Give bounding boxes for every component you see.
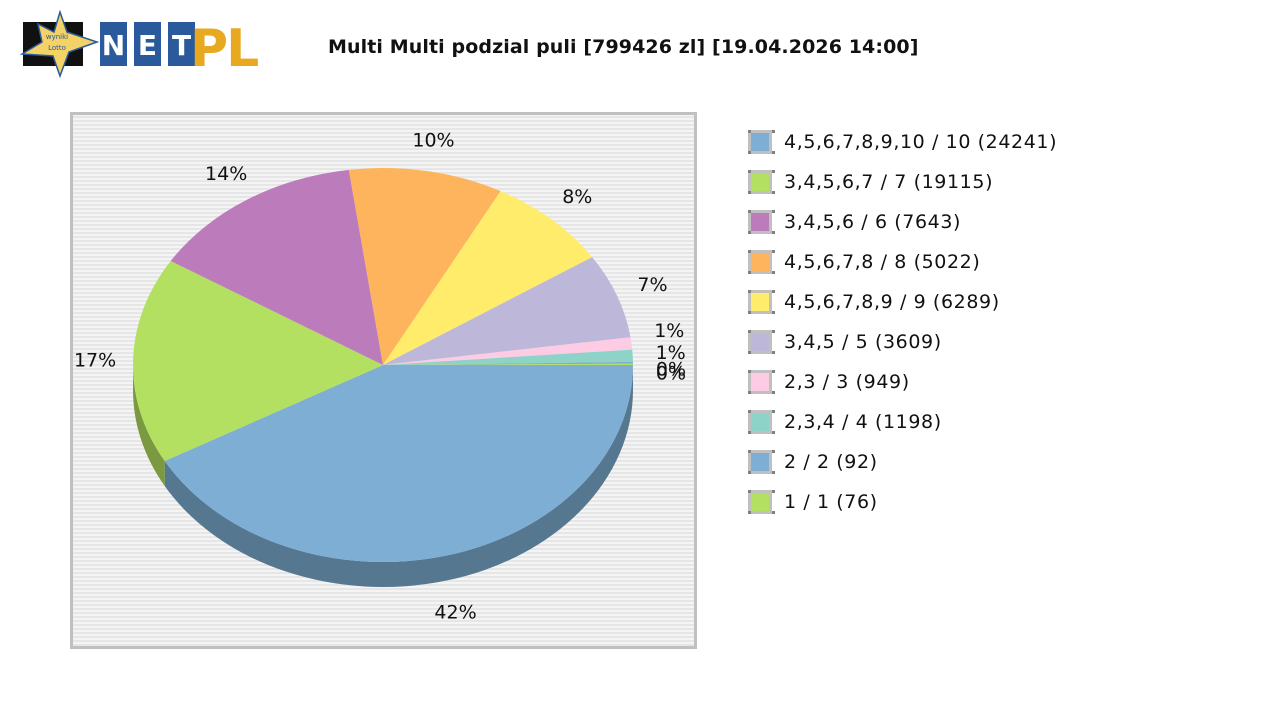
pie-slice[interactable] bbox=[383, 361, 633, 365]
pie-slice[interactable] bbox=[133, 260, 383, 462]
pie-percent-label: 1% bbox=[656, 342, 686, 364]
legend-swatch bbox=[748, 410, 772, 434]
legend-swatch bbox=[748, 290, 772, 314]
legend-swatch bbox=[748, 210, 772, 234]
legend-item: 3,4,5,6 / 6 (7643) bbox=[748, 202, 1057, 242]
pie-percent-label: 42% bbox=[434, 602, 476, 624]
legend-item: 4,5,6,7,8,9,10 / 10 (24241) bbox=[748, 122, 1057, 162]
plot-border-left bbox=[70, 112, 73, 649]
plot-border-bottom bbox=[70, 646, 697, 649]
pie-slice[interactable] bbox=[383, 257, 631, 365]
pie-percent-label: 7% bbox=[637, 274, 667, 296]
legend-label: 2,3 / 3 (949) bbox=[784, 371, 910, 393]
pie-slice[interactable] bbox=[170, 169, 383, 365]
legend-swatch bbox=[748, 490, 772, 514]
pie-percent-label: 8% bbox=[562, 186, 592, 208]
pie-slice[interactable] bbox=[164, 365, 634, 562]
pie-slice[interactable] bbox=[383, 337, 633, 365]
pie-slice[interactable] bbox=[383, 363, 633, 365]
plot-border-right bbox=[694, 112, 697, 649]
logo-n-box bbox=[100, 22, 127, 66]
pie-depth bbox=[133, 365, 634, 587]
legend-label: 2,3,4 / 4 (1198) bbox=[784, 411, 942, 433]
legend-swatch bbox=[748, 330, 772, 354]
legend-label: 3,4,5,6,7 / 7 (19115) bbox=[784, 171, 994, 193]
pie-percent-label: 0% bbox=[656, 362, 686, 384]
legend-label: 4,5,6,7,8 / 8 (5022) bbox=[784, 251, 981, 273]
legend-label: 3,4,5,6 / 6 (7643) bbox=[784, 211, 962, 233]
pie-labels: 42%17%14%10%8%7%1%1%0%0% bbox=[74, 130, 686, 624]
legend-label: 4,5,6,7,8,9 / 9 (6289) bbox=[784, 291, 1000, 313]
pie-percent-label: 0% bbox=[656, 358, 686, 380]
legend-label: 1 / 1 (76) bbox=[784, 491, 878, 513]
legend-item: 2,3,4 / 4 (1198) bbox=[748, 402, 1057, 442]
pie-percent-label: 1% bbox=[654, 320, 684, 342]
logo-badge-text-2: Lotto bbox=[48, 44, 66, 52]
logo-pl: PL bbox=[190, 19, 258, 79]
logo-letter-e: E bbox=[138, 29, 157, 62]
logo-letter-t: T bbox=[172, 29, 191, 62]
legend-swatch bbox=[748, 130, 772, 154]
pie-chart: 42%17%14%10%8%7%1%1%0%0% bbox=[70, 112, 697, 649]
legend: 4,5,6,7,8,9,10 / 10 (24241) 3,4,5,6,7 / 7… bbox=[748, 122, 1057, 522]
pie-slice[interactable] bbox=[383, 191, 593, 365]
pie-percent-label: 14% bbox=[205, 163, 247, 185]
legend-item: 3,4,5,6,7 / 7 (19115) bbox=[748, 162, 1057, 202]
legend-swatch bbox=[748, 370, 772, 394]
logo-t-box bbox=[168, 22, 195, 66]
legend-item: 4,5,6,7,8,9 / 9 (6289) bbox=[748, 282, 1057, 322]
chart-title: Multi Multi podzial puli [799426 zl] [19… bbox=[328, 36, 919, 58]
pie-slice[interactable] bbox=[348, 168, 501, 365]
legend-label: 3,4,5 / 5 (3609) bbox=[784, 331, 942, 353]
legend-label: 4,5,6,7,8,9,10 / 10 (24241) bbox=[784, 131, 1058, 153]
legend-label: 2 / 2 (92) bbox=[784, 451, 878, 473]
plot-border-top bbox=[70, 112, 697, 115]
legend-swatch bbox=[748, 250, 772, 274]
pie-slice[interactable] bbox=[383, 349, 633, 365]
pie-slices bbox=[133, 168, 634, 562]
legend-item: 3,4,5 / 5 (3609) bbox=[748, 322, 1057, 362]
legend-item: 1 / 1 (76) bbox=[748, 482, 1057, 522]
legend-item: 2,3 / 3 (949) bbox=[748, 362, 1057, 402]
netpl-logo[interactable]: wyniki Lotto N E T PL bbox=[20, 10, 265, 80]
pie-percent-label: 17% bbox=[74, 350, 116, 372]
logo-letter-n: N bbox=[102, 29, 125, 62]
legend-swatch bbox=[748, 170, 772, 194]
logo-badge-text-1: wyniki bbox=[46, 33, 68, 41]
logo-e-box bbox=[134, 22, 161, 66]
star-icon bbox=[20, 10, 100, 79]
legend-item: 2 / 2 (92) bbox=[748, 442, 1057, 482]
pie-percent-label: 10% bbox=[412, 130, 454, 152]
pie-slice-side bbox=[133, 365, 165, 487]
legend-swatch bbox=[748, 450, 772, 474]
legend-item: 4,5,6,7,8 / 8 (5022) bbox=[748, 242, 1057, 282]
